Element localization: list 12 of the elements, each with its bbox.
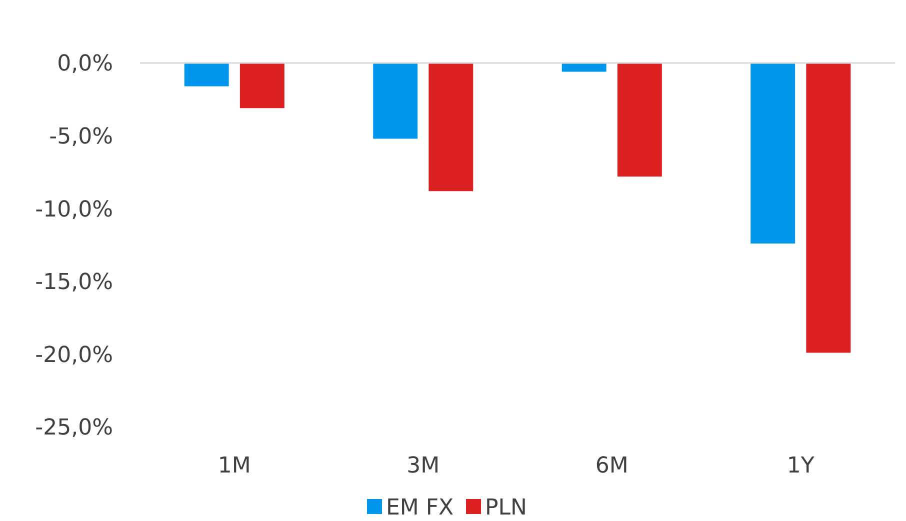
x-tick-label: 3M <box>406 454 440 479</box>
legend-label: PLN <box>485 496 527 521</box>
x-tick-label: 6M <box>595 454 628 479</box>
y-tick-label: -10,0% <box>35 197 113 222</box>
y-tick-label: -25,0% <box>35 416 113 441</box>
y-tick-label: -5,0% <box>49 124 113 150</box>
x-tick-label: 1M <box>218 454 251 479</box>
legend-label: EM FX <box>386 496 454 521</box>
y-tick-label: -15,0% <box>35 270 113 296</box>
y-tick-label: -20,0% <box>35 342 113 368</box>
y-tick-label: 0,0% <box>57 52 113 77</box>
x-tick-label: 1Y <box>786 454 815 479</box>
